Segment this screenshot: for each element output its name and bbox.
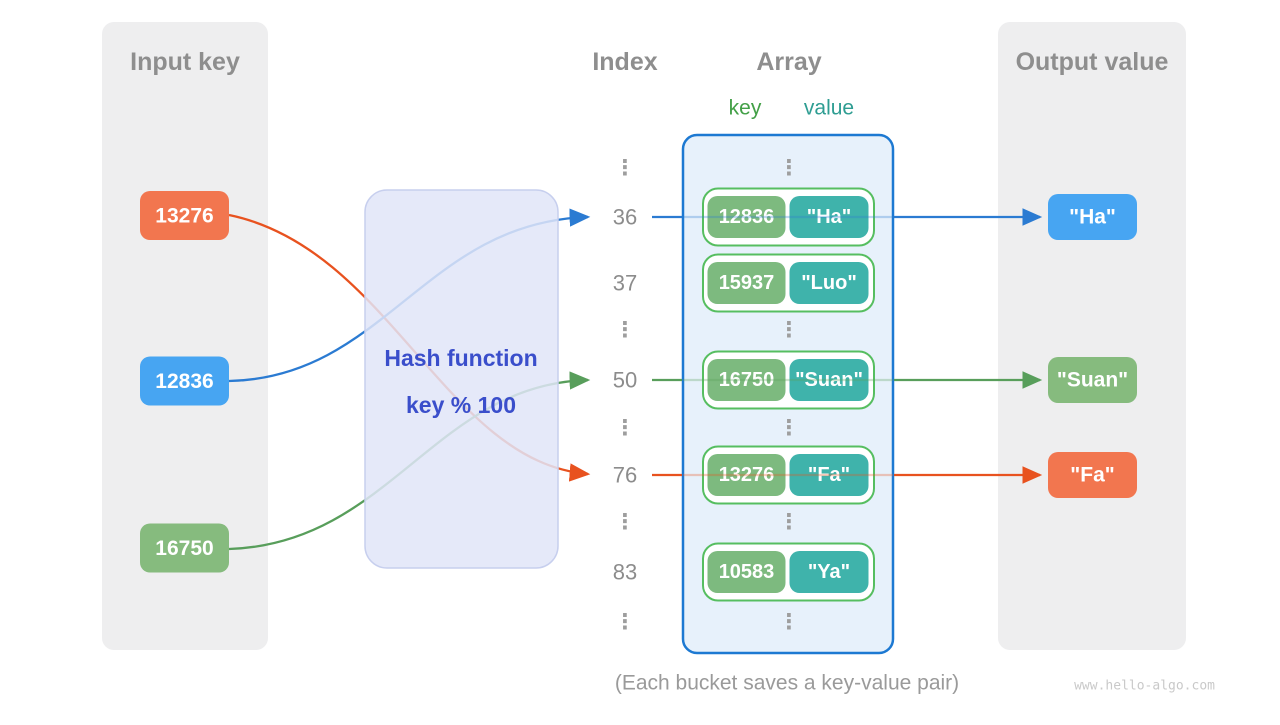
hash-function-formula: key % 100 bbox=[406, 392, 516, 418]
bucket-key-text: 10583 bbox=[719, 561, 775, 583]
caption: (Each bucket saves a key-value pair) bbox=[615, 672, 959, 695]
ellipsis-icon: ⋮ bbox=[779, 417, 800, 440]
index-label-37: 37 bbox=[613, 271, 637, 296]
input-panel bbox=[102, 22, 268, 650]
input-key-box: 12836 bbox=[140, 356, 229, 406]
bucket-value-cell bbox=[789, 551, 869, 593]
output-value-ha: "Ha" bbox=[1069, 206, 1116, 229]
input-key-12836: 12836 bbox=[155, 370, 213, 393]
bucket-row-50: 16750 "Suan" bbox=[702, 350, 875, 410]
bucket-key-cell bbox=[707, 196, 786, 238]
bucket-key-cell bbox=[707, 262, 786, 304]
ellipsis-icon: ⋮ bbox=[615, 319, 636, 342]
bucket-row-83: 10583 "Ya" bbox=[702, 542, 875, 602]
bucket-row-76: 13276 "Fa" bbox=[702, 445, 875, 505]
index-label-36: 36 bbox=[613, 205, 637, 230]
output-value-box: "Ha" bbox=[1048, 194, 1137, 240]
output-value-box: "Fa" bbox=[1048, 452, 1137, 498]
bucket-value-cell bbox=[789, 196, 869, 238]
bucket-value-cell bbox=[789, 359, 869, 401]
index-label-83: 83 bbox=[613, 560, 637, 585]
output-value-box: "Suan" bbox=[1048, 357, 1137, 403]
ellipsis-icon: ⋮ bbox=[779, 319, 800, 342]
bucket-value-text: "Luo" bbox=[801, 272, 857, 294]
watermark: www.hello-algo.com bbox=[1074, 679, 1215, 694]
bucket-key-cell bbox=[707, 454, 786, 496]
input-key-13276: 13276 bbox=[155, 205, 213, 228]
bucket-value-cell bbox=[789, 454, 869, 496]
hash-function-box bbox=[364, 189, 559, 569]
bucket-key-text: 15937 bbox=[719, 272, 775, 294]
input-key-box: 13276 bbox=[140, 191, 229, 240]
bucket-value-text: "Ha" bbox=[807, 206, 852, 228]
output-panel bbox=[998, 22, 1186, 650]
bucket-value-text: "Fa" bbox=[808, 464, 850, 486]
bucket-value-cell bbox=[789, 262, 869, 304]
array-value-header: value bbox=[804, 97, 854, 120]
index-label-76: 76 bbox=[613, 463, 637, 488]
bucket-value-text: "Ya" bbox=[808, 561, 850, 583]
bucket-row-36: 12836 "Ha" bbox=[702, 187, 875, 247]
bucket-key-text: 12836 bbox=[719, 206, 775, 228]
ellipsis-icon: ⋮ bbox=[779, 157, 800, 180]
ellipsis-icon: ⋮ bbox=[615, 611, 636, 634]
bucket-row-37: 15937 "Luo" bbox=[702, 253, 875, 313]
bucket-key-cell bbox=[707, 551, 786, 593]
bucket-key-text: 13276 bbox=[719, 464, 775, 486]
array-panel-title: Array bbox=[756, 48, 821, 76]
ellipsis-icon: ⋮ bbox=[779, 511, 800, 534]
bucket-value-text: "Suan" bbox=[795, 369, 863, 391]
bucket-key-cell bbox=[707, 359, 786, 401]
output-value-suan: "Suan" bbox=[1057, 369, 1128, 392]
index-label-50: 50 bbox=[613, 368, 637, 393]
input-panel-title: Input key bbox=[130, 48, 240, 76]
ellipsis-icon: ⋮ bbox=[779, 611, 800, 634]
index-column-title: Index bbox=[592, 48, 657, 76]
output-panel-title: Output value bbox=[1016, 48, 1169, 76]
ellipsis-icon: ⋮ bbox=[615, 157, 636, 180]
ellipsis-icon: ⋮ bbox=[615, 511, 636, 534]
output-value-fa: "Fa" bbox=[1070, 464, 1114, 487]
hash-function-label: Hash function bbox=[384, 345, 537, 371]
ellipsis-icon: ⋮ bbox=[615, 417, 636, 440]
input-key-box: 16750 bbox=[140, 523, 229, 573]
array-key-header: key bbox=[729, 97, 762, 120]
input-key-16750: 16750 bbox=[155, 537, 213, 560]
bucket-key-text: 16750 bbox=[719, 369, 775, 391]
